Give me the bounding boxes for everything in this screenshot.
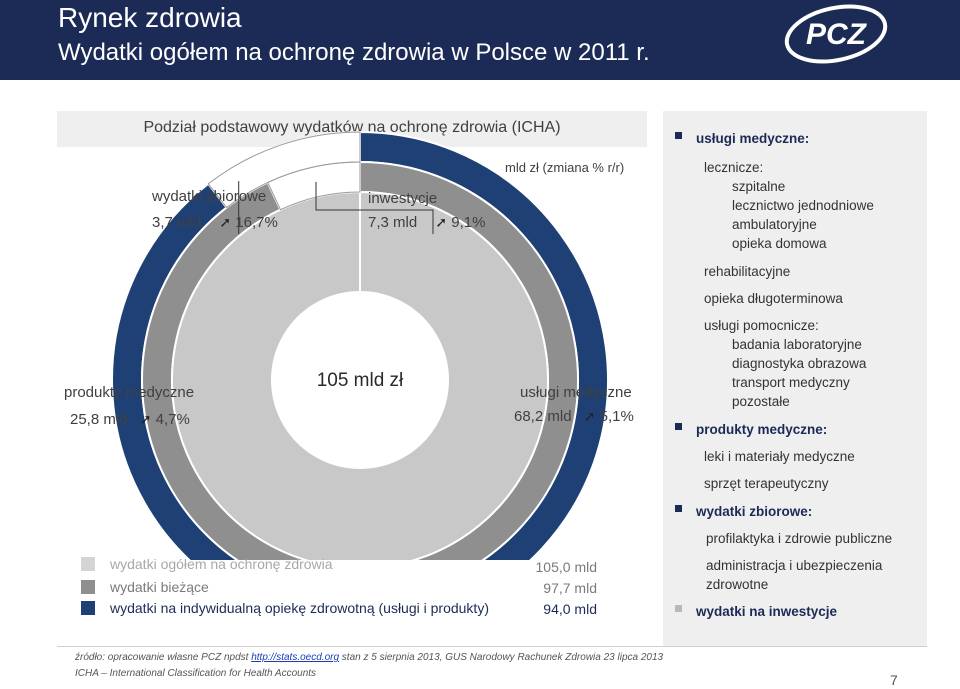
donut-hole (282, 302, 438, 458)
legend-label-individual: wydatki na indywidualną opiekę zdrowotną… (110, 600, 489, 616)
legend-swatch-individual (81, 601, 95, 615)
legend-swatch-current (81, 580, 95, 594)
center-total-label: 105 mld zł (316, 370, 404, 391)
legend-value-current: 97,7 mld (543, 580, 597, 596)
panel-lecznicze: lecznicze: (704, 160, 764, 175)
annotation-uslugi-name: usługi medyczne (520, 384, 632, 401)
annotation-inwestycje-value: 7,3 mld ➚ 9,1% (368, 214, 486, 231)
footer-icha: ICHA – International Classification for … (75, 668, 317, 679)
leader-inwestycje (315, 181, 434, 234)
panel-rehabilitacyjne: rehabilitacyjne (704, 264, 791, 279)
legend-value-total: 105,0 mld (535, 559, 597, 575)
annotation-produkty-value: 25,8 mld ➚ 4,7% (70, 411, 190, 428)
section-title: Podział podstawowy wydatków na ochronę z… (143, 119, 561, 136)
panel-opieka-dlugoterminowa: opieka długoterminowa (704, 291, 843, 306)
page-subtitle: Wydatki ogółem na ochronę zdrowia w Pols… (58, 39, 650, 66)
panel-szpitalne: szpitalne (732, 179, 786, 194)
arrow-up-icon: ➚ (583, 408, 596, 424)
legend-label-current: wydatki bieżące (110, 579, 209, 595)
bullet-icon (675, 423, 682, 430)
definitions-panel: usługi medyczne: lecznicze: szpitalne le… (663, 111, 927, 647)
bullet-icon (675, 605, 682, 612)
page-number: 7 (890, 672, 898, 688)
panel-wydatki-inwestycje: wydatki na inwestycje (696, 604, 838, 619)
legend-value-individual: 94,0 mld (543, 601, 597, 617)
annotation-inwestycje-name: inwestycje (368, 190, 438, 207)
pcz-logo: PCZ (784, 4, 888, 64)
logo-text: PCZ (806, 18, 868, 51)
annotation-produkty-name: produkty medyczne (64, 384, 195, 401)
panel-uslugi-pomocnicze: usługi pomocnicze: (704, 318, 819, 333)
arrow-up-icon: ➚ (139, 411, 152, 427)
panel-administracja-cont: zdrowotne (706, 577, 769, 592)
footer-source: źródło: opracowanie własne PCZ npdst htt… (75, 652, 664, 663)
panel-lecznictwo: lecznictwo jednodniowe (732, 198, 874, 213)
ring-gap-outline (267, 161, 361, 211)
panel-leki: leki i materiały medyczne (704, 449, 855, 464)
panel-diagnostyka: diagnostyka obrazowa (732, 356, 867, 371)
panel-wydatki-zbiorowe: wydatki zbiorowe: (696, 504, 813, 519)
panel-uslugi-medyczne: usługi medyczne: (696, 131, 810, 146)
panel-sprzet: sprzęt terapeutyczny (704, 476, 829, 491)
annotation-uslugi-value: 68,2 mld ➚ 5,1% (514, 408, 634, 425)
panel-transport: transport medyczny (732, 375, 850, 390)
panel-profilaktyka: profilaktyka i zdrowie publiczne (706, 531, 893, 546)
panel-produkty-medyczne: produkty medyczne: (696, 422, 828, 437)
panel-opieka-domowa: opieka domowa (732, 236, 827, 251)
panel-ambulatoryjne: ambulatoryjne (732, 217, 817, 232)
annotation-zbiorowe-name: wydatki zbiorowe (152, 188, 267, 205)
panel-administracja: administracja i ubezpieczenia (706, 558, 883, 573)
section-title-bar: Podział podstawowy wydatków na ochronę z… (57, 111, 647, 147)
panel-pozostale: pozostałe (732, 394, 790, 409)
ring-total-arc (171, 190, 549, 560)
units-label: mld zł (zmiana % r/r) (505, 160, 625, 175)
arrow-up-icon: ➚ (219, 214, 232, 230)
legend-label-total: wydatki ogółem na ochronę zdrowia (110, 556, 333, 572)
source-link[interactable]: http://stats.oecd.org (251, 652, 340, 663)
footer-divider (57, 646, 927, 647)
donut-chart (111, 130, 609, 560)
arrow-up-icon: ➚ (435, 214, 448, 230)
bullet-icon (675, 505, 682, 512)
header-bar: Rynek zdrowia Wydatki ogółem na ochronę … (0, 0, 960, 80)
panel-badania: badania laboratoryjne (732, 337, 862, 352)
ring-gap-outline (207, 131, 361, 209)
legend-swatch-total (81, 557, 95, 571)
annotation-zbiorowe-value: 3,7 mld ➚ 16,7% (152, 214, 278, 231)
page-title: Rynek zdrowia (58, 2, 242, 33)
bullet-icon (675, 132, 682, 139)
